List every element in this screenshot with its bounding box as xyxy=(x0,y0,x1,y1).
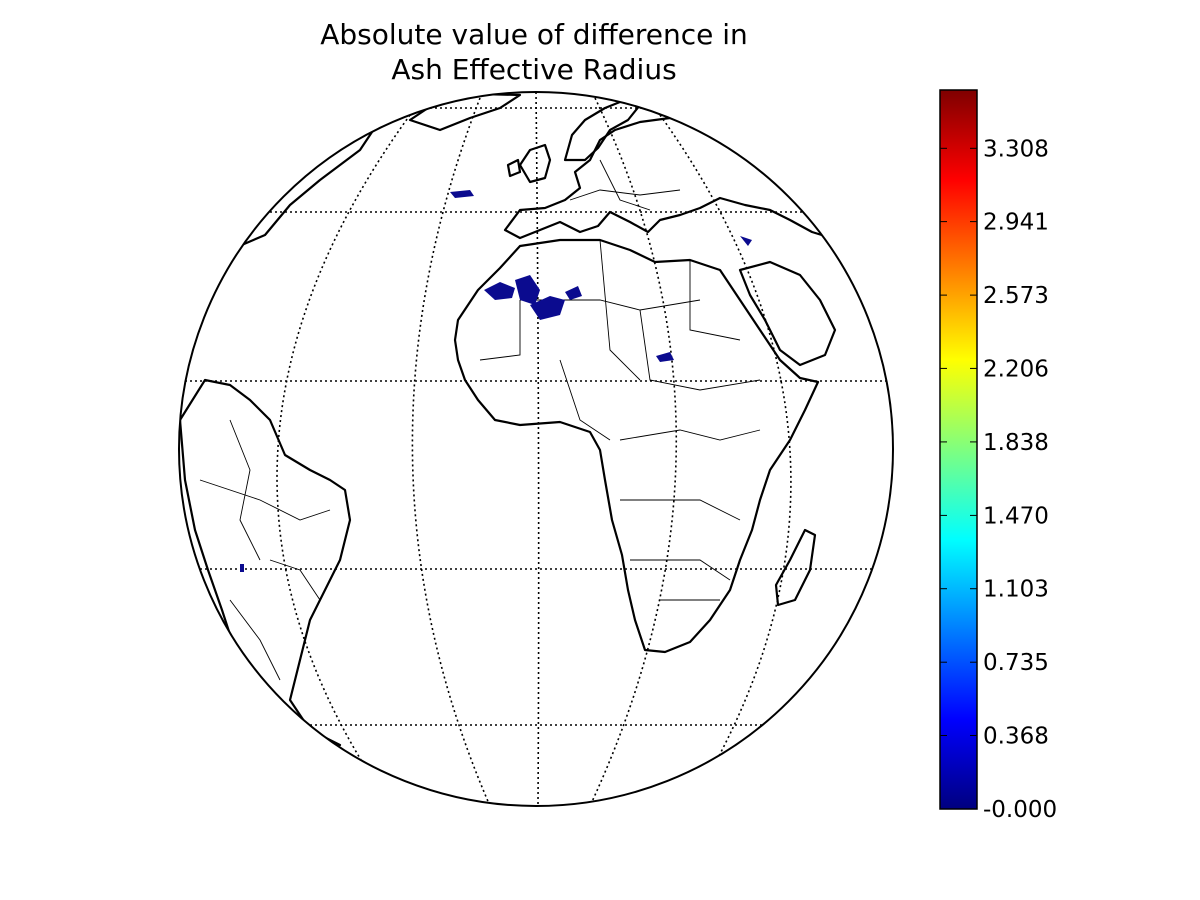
meridian-line xyxy=(589,97,678,806)
border-line xyxy=(630,559,731,581)
south-america-coastline xyxy=(179,378,352,747)
chart-title-line1: Absolute value of difference in xyxy=(320,18,748,51)
meridian-line xyxy=(535,92,540,806)
data-patch-sahara-west xyxy=(484,282,515,300)
ireland-coastline xyxy=(506,158,522,178)
border-line xyxy=(620,499,741,521)
colorbar-tick-label: 1.838 xyxy=(983,430,1049,456)
border-line xyxy=(199,479,331,521)
border-line xyxy=(479,300,521,361)
border-line xyxy=(599,159,651,211)
africa-coastline xyxy=(453,238,820,654)
colorbar: -0.000 0.368 0.735 1.103 1.470 1.838 2.206 2.57… xyxy=(939,89,1057,823)
colorbar-tick-label: 0.368 xyxy=(983,724,1049,750)
border-line xyxy=(689,260,741,341)
arabia-coastline xyxy=(738,260,837,367)
data-patch-middle-east xyxy=(740,236,752,246)
border-line xyxy=(269,559,321,601)
britain-coastline xyxy=(518,143,552,184)
data-patch-chad xyxy=(656,352,674,362)
border-line xyxy=(599,239,641,381)
coastlines xyxy=(179,92,842,747)
colorbar-ticks: -0.000 0.368 0.735 1.103 1.470 1.838 2.206 2.57… xyxy=(940,136,1057,823)
border-line xyxy=(639,309,761,391)
data-patch-south-america xyxy=(240,564,244,572)
colorbar-gradient xyxy=(939,89,978,810)
data-patch-sahara-central xyxy=(515,275,540,305)
globe xyxy=(178,91,894,807)
colorbar-tick-label: 2.206 xyxy=(983,356,1049,382)
madagascar-coastline xyxy=(774,528,817,607)
meridian-line xyxy=(411,97,491,806)
colorbar-tick-label: 1.470 xyxy=(983,503,1049,529)
colorbar-tick-label: -0.000 xyxy=(983,797,1057,823)
colorbar-tick-label: 2.941 xyxy=(983,210,1049,236)
chart-title-line2: Ash Effective Radius xyxy=(391,53,676,86)
border-line xyxy=(229,419,261,561)
border-line xyxy=(559,359,611,441)
colorbar-tick-label: 0.735 xyxy=(983,650,1049,676)
graticule-meridians xyxy=(276,92,792,806)
data-patch-sahara-east xyxy=(530,296,565,320)
data-patch-atlantic-north xyxy=(450,190,474,198)
border-line xyxy=(619,429,761,441)
colorbar-tick-label: 2.573 xyxy=(983,283,1049,309)
border-line xyxy=(229,599,281,681)
globe-disk xyxy=(179,92,893,806)
globe-outline xyxy=(178,91,894,807)
meridian-line xyxy=(276,114,411,791)
data-patches xyxy=(240,190,752,572)
data-patch-sahara-far-east xyxy=(565,286,582,300)
colorbar-tick-label: 1.103 xyxy=(983,577,1049,603)
meridian-line xyxy=(659,114,792,791)
colorbar-tick-label: 3.308 xyxy=(983,136,1049,162)
border-line xyxy=(569,189,681,201)
